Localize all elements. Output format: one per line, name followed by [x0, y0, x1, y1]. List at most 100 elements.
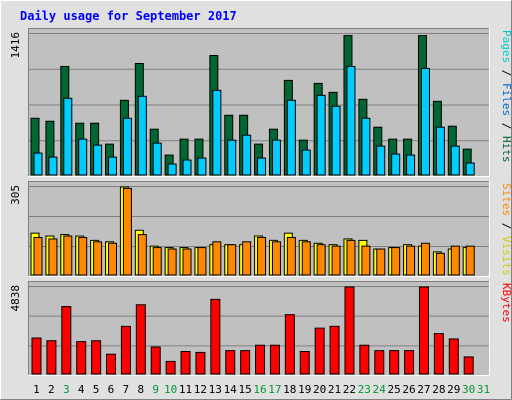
day-label-25: 25 [388, 383, 401, 396]
bar-sites-27 [420, 242, 430, 276]
day-label-30: 30 [462, 383, 475, 396]
day-label-29: 29 [447, 383, 460, 396]
bar-files-10 [167, 163, 177, 176]
bar-sites-6 [108, 242, 118, 276]
day-label-14: 14 [224, 383, 238, 396]
bar-kbytes-30 [463, 356, 474, 375]
bar-files-9 [152, 142, 162, 176]
bar-kbytes-2 [46, 340, 57, 375]
day-label-8: 8 [137, 383, 144, 396]
legend-entry: Files [500, 83, 512, 116]
legend-entry: / [500, 216, 512, 236]
bar-kbytes-8 [135, 304, 146, 375]
legend-kbytes: KBytes [500, 283, 512, 323]
panel-sites: 305 Sites / Visits [9, 181, 512, 277]
bar-kbytes-15 [240, 350, 251, 375]
legend-sites: Sites / Visits [500, 183, 512, 276]
bar-kbytes-22 [344, 286, 355, 375]
bar-kbytes-6 [106, 353, 117, 375]
bar-sites-12 [197, 247, 207, 276]
max-tick-label-kbytes: 4838 [9, 285, 22, 312]
bar-files-11 [182, 159, 192, 176]
bar-kbytes-10 [165, 360, 176, 375]
bar-kbytes-5 [91, 340, 102, 375]
bar-files-20 [316, 94, 326, 176]
day-label-22: 22 [343, 383, 356, 396]
bar-sites-21 [331, 245, 341, 276]
chart-title: Daily usage for September 2017 [20, 9, 237, 23]
legend-entry: Hits [500, 136, 512, 163]
bar-files-30 [465, 162, 475, 176]
day-label-9: 9 [152, 383, 159, 396]
bar-files-2 [48, 156, 58, 176]
day-label-18: 18 [283, 383, 296, 396]
bar-sites-8 [137, 234, 147, 276]
bar-kbytes-16 [255, 344, 266, 375]
day-label-2: 2 [48, 383, 55, 396]
bar-kbytes-17 [269, 344, 280, 375]
bar-sites-22 [346, 239, 356, 276]
panels: 1416 Pages / Files / Hits 305 Sites / Visit… [9, 28, 512, 376]
day-label-6: 6 [108, 383, 115, 396]
bar-files-15 [242, 134, 252, 176]
day-label-17: 17 [268, 383, 281, 396]
bar-files-27 [420, 67, 430, 176]
legend-entry: Pages [500, 30, 512, 63]
bar-kbytes-18 [284, 314, 295, 375]
bar-kbytes-29 [448, 338, 459, 375]
bar-sites-19 [301, 241, 311, 276]
bar-kbytes-26 [404, 350, 415, 375]
day-label-4: 4 [78, 383, 85, 396]
bar-kbytes-7 [120, 325, 131, 375]
max-tick-label-hits: 1416 [9, 32, 22, 59]
day-label-20: 20 [313, 383, 326, 396]
bar-sites-14 [227, 244, 237, 276]
bar-kbytes-21 [329, 325, 340, 375]
bar-kbytes-1 [31, 337, 42, 375]
bar-files-4 [78, 138, 88, 176]
day-label-31: 31 [477, 383, 490, 396]
bar-files-17 [271, 139, 281, 176]
bar-files-8 [137, 95, 147, 176]
bar-sites-16 [257, 236, 267, 276]
bar-kbytes-3 [61, 306, 72, 375]
legend-hits: Pages / Files / Hits [500, 30, 512, 163]
legend-entry: Sites [500, 183, 512, 216]
bar-kbytes-14 [225, 350, 236, 375]
bar-files-14 [227, 139, 237, 176]
day-label-7: 7 [123, 383, 130, 396]
panel-hits: 1416 Pages / Files / Hits [9, 28, 512, 177]
bar-files-7 [122, 117, 132, 176]
bar-files-6 [108, 156, 118, 176]
bar-sites-5 [93, 241, 103, 276]
day-label-13: 13 [209, 383, 222, 396]
bar-kbytes-19 [299, 351, 310, 375]
day-label-5: 5 [93, 383, 100, 396]
bar-files-22 [346, 65, 356, 176]
legend-entry: KBytes [500, 283, 512, 323]
bar-files-19 [301, 149, 311, 176]
bar-files-29 [450, 145, 460, 176]
bar-files-5 [93, 144, 103, 176]
bar-files-3 [63, 97, 73, 176]
bar-sites-18 [286, 236, 296, 276]
day-label-16: 16 [253, 383, 266, 396]
bar-files-1 [33, 152, 43, 176]
bar-sites-4 [78, 236, 88, 276]
legend-entry: Visits [500, 236, 512, 276]
bar-files-16 [257, 157, 267, 176]
bar-files-18 [286, 99, 296, 176]
day-labels: 1 2 3 4 5 6 7 8 9 10 11 12 13 14 15 16 17 18 19 20 21 22 23 24 2… [33, 383, 490, 396]
bar-sites-20 [316, 244, 326, 276]
bar-files-24 [376, 145, 386, 176]
bar-sites-28 [435, 252, 445, 276]
day-label-21: 21 [328, 383, 341, 396]
bar-sites-26 [406, 245, 416, 276]
legend-entry: / [500, 116, 512, 136]
max-tick-label-sites: 305 [9, 185, 22, 205]
bar-kbytes-12 [195, 351, 206, 375]
bar-sites-9 [152, 247, 162, 276]
bar-files-25 [391, 153, 401, 176]
bar-kbytes-28 [433, 333, 444, 375]
